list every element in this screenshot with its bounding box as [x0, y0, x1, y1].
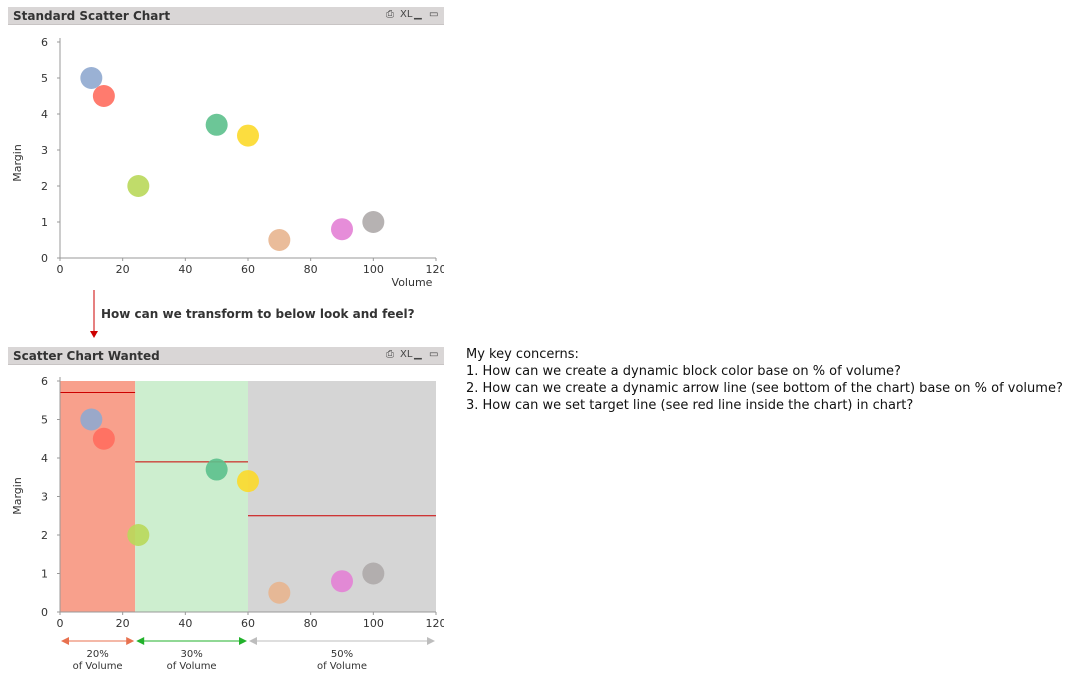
chart2-arrow-head-left: [249, 637, 257, 645]
chart2-point: [92, 427, 115, 450]
chart2-arrow-head-left: [61, 637, 69, 645]
minimize-icon[interactable]: ▁: [414, 9, 422, 20]
chart2-band-pct-label: 30%: [180, 649, 202, 660]
chart2-y-tick-label: 4: [41, 452, 48, 465]
notes-item: 2. How can we create a dynamic arrow lin…: [466, 381, 1063, 396]
chart1-point: [127, 175, 150, 197]
print-icon[interactable]: ⎙: [386, 349, 394, 360]
standard-scatter-chart: Margin Volume 0 1 2 3 4 5 6 0 20 40 60 80 100 120: [8, 26, 444, 294]
chart2-band-of-volume-label: of Volume: [317, 661, 367, 672]
chart1-x-tick-label: 40: [178, 263, 192, 276]
maximize-icon[interactable]: ▭: [429, 349, 439, 360]
chart1-point: [362, 211, 385, 233]
chart2-y-tick-label: 1: [41, 568, 48, 581]
chart1-y-tick-label: 4: [41, 108, 48, 121]
chart1-y-axis-label: Margin: [11, 144, 24, 182]
chart2-point: [127, 524, 150, 546]
notes-item: 3. How can we set target line (see red l…: [466, 398, 914, 413]
chart2-y-tick-label: 0: [41, 606, 48, 619]
chart1-y-tick-label: 6: [41, 36, 48, 49]
chart1-point: [331, 218, 353, 241]
minimize-icon[interactable]: ▁: [414, 349, 422, 360]
chart2-y-axis-label: Margin: [11, 477, 24, 515]
chart2-y-tick-label: 5: [41, 414, 48, 427]
chart2-y-tick-label: 6: [41, 375, 48, 388]
chart1-point: [237, 124, 259, 147]
chart1-x-tick-label: 20: [116, 263, 130, 276]
chart1-point: [92, 85, 115, 107]
chart2-arrow-head-right: [239, 637, 247, 645]
xl-export-icon[interactable]: XL: [400, 349, 413, 360]
wanted-scatter-chart: Margin 0 1 2 3 4 5 6 0 20 40 60 80 100 120 20% of Volum…: [8, 366, 444, 676]
chart1-titlebar: Standard Scatter Chart ⎙ XL ▁ ▭: [8, 7, 444, 25]
chart2-band-pct-label: 50%: [331, 649, 353, 660]
chart2-x-tick-label: 100: [363, 617, 384, 630]
chart2-y-tick-label: 3: [41, 491, 48, 504]
chart1-y-tick-label: 2: [41, 180, 48, 193]
chart2-band-of-volume-label: of Volume: [167, 661, 217, 672]
chart2-band-pct-label: 20%: [86, 649, 108, 660]
chart2-band-1: [135, 381, 248, 612]
chart2-point: [362, 562, 385, 585]
xl-export-icon[interactable]: XL: [400, 9, 413, 20]
chart2-title: Scatter Chart Wanted: [13, 349, 160, 363]
chart2-point: [237, 470, 259, 493]
notes-heading: My key concerns:: [466, 347, 579, 362]
chart2-point: [331, 570, 353, 593]
chart2-arrow-head-right: [126, 637, 135, 645]
chart2-point: [205, 458, 228, 481]
chart1-y-tick-label: 0: [41, 252, 48, 265]
chart1-y-tick-label: 3: [41, 144, 48, 157]
chart2-arrow-head-right: [427, 637, 435, 645]
chart1-point: [80, 67, 103, 89]
print-icon[interactable]: ⎙: [386, 9, 394, 20]
chart2-point: [80, 408, 103, 431]
chart2-titlebar: Scatter Chart Wanted ⎙ XL ▁ ▭: [8, 347, 444, 365]
chart2-x-tick-label: 20: [116, 617, 130, 630]
chart2-y-tick-label: 2: [41, 529, 48, 542]
chart2-x-tick-label: 60: [241, 617, 255, 630]
chart2-x-tick-label: 120: [426, 617, 445, 630]
chart1-x-tick-label: 60: [241, 263, 255, 276]
chart1-y-tick-label: 5: [41, 72, 48, 85]
chart1-x-tick-label: 120: [426, 263, 445, 276]
chart1-x-tick-label: 80: [304, 263, 318, 276]
chart2-band-of-volume-label: of Volume: [73, 661, 123, 672]
chart1-title: Standard Scatter Chart: [13, 9, 171, 23]
chart1-point: [268, 229, 291, 251]
chart1-x-tick-label: 0: [57, 263, 64, 276]
chart2-point: [268, 581, 291, 604]
chart2-x-tick-label: 80: [304, 617, 318, 630]
chart1-x-axis-label: Volume: [392, 276, 433, 289]
chart2-arrow-head-left: [136, 637, 145, 645]
chart1-point: [205, 113, 228, 136]
chart2-x-tick-label: 40: [178, 617, 192, 630]
maximize-icon[interactable]: ▭: [429, 9, 439, 20]
notes-item: 1. How can we create a dynamic block col…: [466, 364, 901, 379]
chart2-x-tick-label: 0: [57, 617, 64, 630]
transform-question: How can we transform to below look and f…: [101, 307, 415, 321]
down-arrow-icon: [90, 290, 98, 338]
key-concerns-notes: My key concerns: 1. How can we create a …: [466, 346, 1063, 414]
chart1-x-tick-label: 100: [363, 263, 384, 276]
chart1-y-tick-label: 1: [41, 216, 48, 229]
